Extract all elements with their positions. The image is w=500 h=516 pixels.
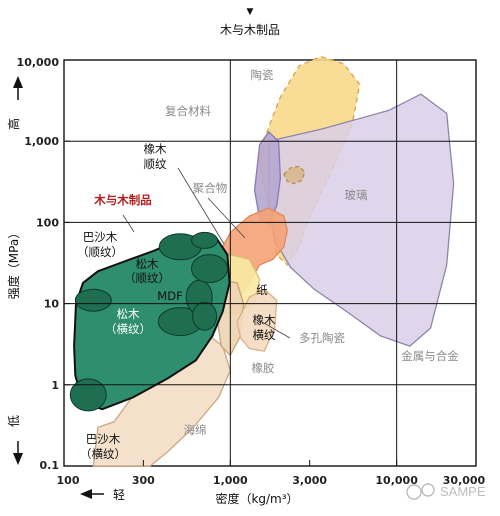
y-tick-label: 0.1	[40, 459, 60, 472]
x-tick-label: 300	[132, 474, 155, 487]
x-tick-label: 100	[57, 474, 80, 487]
region-metals	[268, 93, 455, 347]
label-oak-along: 橡木顺纹	[144, 142, 167, 171]
label-foams: 海绵	[184, 423, 207, 437]
leader-line	[261, 321, 291, 339]
label-highlight-woods: 木与木制品	[93, 193, 152, 207]
y-axis-high-label: 高	[6, 118, 21, 130]
watermark-text: SAMPE	[440, 484, 486, 499]
y-axis-high-arrow: 高	[6, 76, 23, 130]
y-tick-label: 100	[36, 216, 59, 229]
x-tick-label: 30,000	[443, 474, 486, 487]
label-polymers: 聚合物	[193, 181, 228, 195]
y-axis-low-arrow: 低	[7, 415, 23, 465]
x-axis-arrow: 轻	[80, 488, 125, 502]
chart-title-marker: ▼	[247, 7, 254, 17]
ticks-layer: 100 300 1,000 3,000 10,000 30,000 10,000 1,000 1…	[17, 56, 486, 487]
x-axis-light-label: 轻	[113, 488, 125, 502]
label-paper: 纸	[256, 283, 268, 297]
leader-line	[177, 167, 225, 245]
region-woods	[73, 233, 231, 411]
regions-layer	[69, 55, 455, 467]
region-glass	[283, 165, 306, 185]
sub-region-balsa-along	[74, 288, 112, 312]
label-rubber: 橡胶	[252, 361, 275, 375]
watermark: SAMPE	[406, 483, 486, 500]
label-oak-across: 橡木横纹	[253, 313, 276, 342]
label-pine-across: 松木（横纹）	[105, 307, 151, 336]
label-mdf: MDF	[157, 289, 182, 303]
leader-line	[207, 197, 246, 239]
label-balsa-across: 巴沙木（横纹）	[80, 432, 126, 461]
y-axis-low-label: 低	[7, 415, 21, 427]
sub-region-balsa-across	[69, 378, 107, 412]
label-pine-along: 松木（顺纹）	[124, 257, 170, 285]
label-glass: 玻璃	[345, 188, 368, 202]
x-tick-label: 3,000	[292, 474, 327, 487]
y-tick-label: 1	[51, 379, 59, 392]
label-metals: 金属与合金	[401, 349, 459, 363]
label-ceramics: 陶瓷	[251, 68, 274, 82]
y-tick-label: 10,000	[17, 56, 60, 69]
label-porous-ceramics: 多孔陶瓷	[299, 331, 345, 345]
chart-title: 木与木制品	[220, 23, 280, 37]
label-balsa-along: 巴沙木（顺纹）	[77, 230, 123, 259]
x-tick-label: 1,000	[213, 474, 248, 487]
grid-layer	[64, 60, 476, 466]
sub-region-oak-along	[191, 254, 228, 284]
label-composites: 复合材料	[165, 104, 211, 118]
region-foams	[92, 335, 231, 467]
y-tick-label: 10	[44, 298, 60, 311]
region-porous-ceramics	[236, 288, 278, 352]
x-axis-title: 密度（kg/m³）	[215, 491, 298, 506]
y-axis-title: 强度（MPa）	[6, 227, 21, 299]
x-tick-label: 10,000	[375, 474, 418, 487]
sub-region-pine-along-b	[191, 231, 219, 249]
sub-region-oak-across	[192, 301, 218, 331]
labels-layer: 陶瓷复合材料橡木顺纹聚合物玻璃巴沙木（顺纹）松木（顺纹） MDF 纸松木（横纹） 橡木…	[77, 68, 459, 461]
plot-frame	[63, 59, 477, 467]
y-tick-label: 1,000	[24, 135, 59, 148]
leader-line	[122, 214, 135, 233]
